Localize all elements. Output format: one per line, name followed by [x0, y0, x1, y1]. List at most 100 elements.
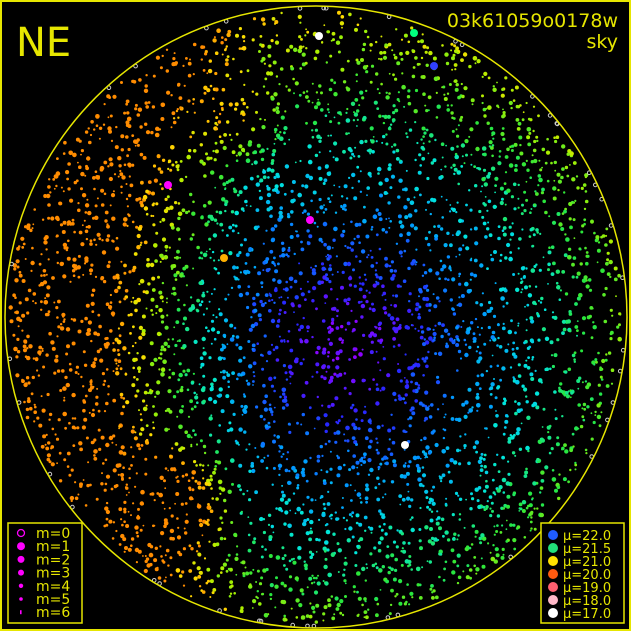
star-point: [450, 111, 454, 115]
star-point: [36, 416, 40, 420]
star-point: [42, 280, 48, 285]
star-point: [474, 241, 479, 246]
star-point: [36, 369, 39, 372]
star-point: [283, 311, 287, 314]
star-point: [343, 261, 348, 267]
star-point: [241, 35, 246, 39]
star-point: [382, 55, 388, 60]
star-point: [403, 205, 408, 210]
star-point: [140, 427, 145, 432]
star-point: [488, 145, 492, 148]
star-point: [108, 157, 113, 162]
star-point: [452, 234, 454, 237]
star-point: [112, 190, 115, 193]
star-point: [268, 376, 273, 381]
star-point: [105, 517, 109, 521]
star-point: [95, 124, 99, 127]
star-point: [444, 165, 447, 168]
star-point: [539, 491, 542, 494]
star-point: [277, 279, 282, 285]
star-point: [156, 566, 159, 569]
star-point: [456, 369, 459, 372]
star-point: [495, 530, 499, 533]
star-point: [327, 103, 330, 106]
star-point: [430, 197, 435, 202]
star-point: [354, 489, 357, 492]
star-point: [340, 195, 344, 198]
star-point: [270, 39, 274, 43]
star-point: [222, 182, 227, 187]
star-point: [26, 399, 31, 404]
star-point: [460, 294, 465, 298]
star-point: [21, 279, 26, 283]
star-point: [229, 427, 234, 432]
star-point: [259, 299, 263, 304]
star-point: [66, 177, 69, 181]
star-point: [525, 329, 528, 332]
color-legend-label: μ=17.0: [563, 607, 611, 622]
star-point: [202, 252, 208, 258]
star-point: [69, 495, 75, 501]
star-point: [34, 302, 37, 305]
star-point: [128, 476, 131, 480]
star-point: [212, 377, 217, 382]
star-point: [279, 445, 284, 450]
star-point: [321, 319, 326, 323]
star-point: [62, 320, 66, 323]
star-point: [344, 483, 349, 488]
star-point: [315, 49, 320, 54]
star-point: [395, 242, 399, 245]
star-point: [443, 328, 449, 333]
star-point: [207, 200, 212, 205]
star-point: [596, 403, 601, 408]
star-point: [563, 443, 567, 447]
star-point: [402, 429, 406, 433]
star-point: [436, 104, 441, 109]
star-point: [373, 100, 378, 105]
star-point: [77, 373, 80, 375]
star-point: [297, 304, 302, 308]
star-point: [409, 591, 414, 596]
star-point: [388, 438, 391, 441]
star-point: [418, 539, 422, 543]
star-point: [352, 585, 356, 589]
star-point: [502, 401, 507, 406]
star-point: [448, 266, 452, 270]
star-point: [137, 549, 142, 554]
star-point: [480, 452, 484, 456]
star-point: [249, 521, 253, 525]
star-point: [192, 102, 195, 105]
star-point: [510, 232, 515, 237]
star-point: [607, 351, 612, 355]
star-point: [403, 33, 408, 38]
star-point: [67, 162, 71, 166]
star-point: [239, 488, 243, 492]
star-point: [459, 357, 463, 360]
star-point: [120, 191, 123, 194]
star-point: [383, 114, 388, 119]
star-point: [333, 81, 337, 85]
star-point: [337, 548, 342, 553]
star-point: [333, 184, 336, 187]
star-point: [90, 263, 94, 267]
star-point: [536, 457, 540, 462]
star-point: [253, 375, 256, 378]
star-point: [273, 389, 276, 393]
star-point: [512, 341, 516, 345]
star-point: [331, 273, 334, 276]
star-point: [382, 496, 384, 499]
star-point: [489, 126, 494, 131]
star-point: [303, 209, 307, 213]
star-point: [424, 356, 429, 360]
star-point: [190, 436, 193, 439]
star-point: [239, 271, 242, 274]
star-point: [311, 270, 317, 276]
star-point: [428, 230, 431, 234]
star-point: [192, 42, 197, 47]
size-legend-label: m=5: [36, 592, 70, 608]
star-point: [540, 191, 545, 195]
star-point: [145, 74, 148, 77]
star-point: [195, 443, 199, 446]
star-point: [557, 179, 563, 184]
star-point: [492, 314, 497, 318]
